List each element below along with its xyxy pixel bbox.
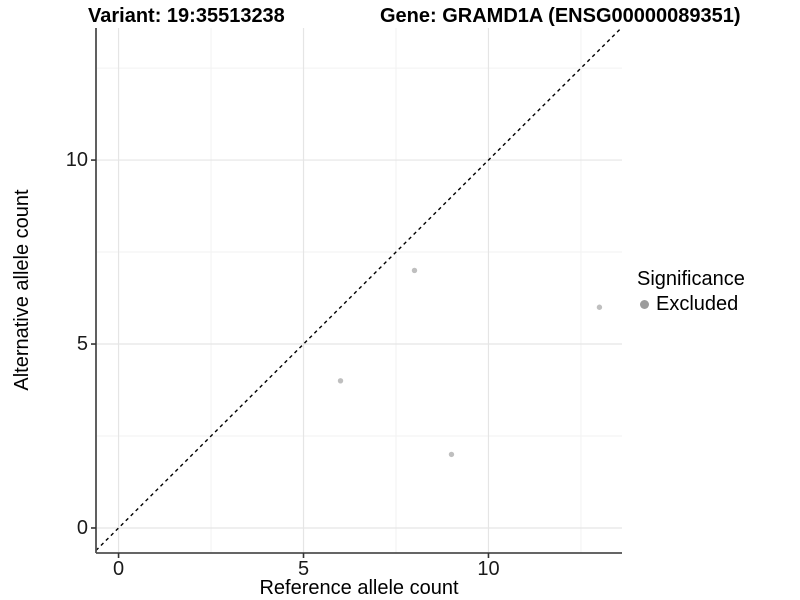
data-point [448,451,455,458]
data-point [596,304,603,310]
data-point [337,378,344,384]
identity-dashed-line [95,27,622,551]
legend-title: Significance [637,268,745,290]
gene-title: Gene: GRAMD1A (ENSG00000089351) [380,5,741,27]
x-tick-label: 10 [477,558,500,580]
y-tick-label: 0 [76,516,88,539]
legend-entry-label: Excluded [656,293,739,315]
x-tick-label: 5 [297,558,310,580]
data-point [411,267,418,274]
legend-entry: Excluded [637,292,745,316]
variant-title: Variant: 19:35513238 [88,5,285,27]
legend-point-icon [640,299,649,309]
y-tick-label: 10 [65,149,88,172]
x-axis-label: Reference allele count [259,577,459,599]
y-tick-label: 5 [76,333,88,356]
y-axis-label: Alternative allele count [11,189,33,391]
legend: Significance Excluded [637,267,745,316]
x-tick-label: 0 [113,558,125,580]
